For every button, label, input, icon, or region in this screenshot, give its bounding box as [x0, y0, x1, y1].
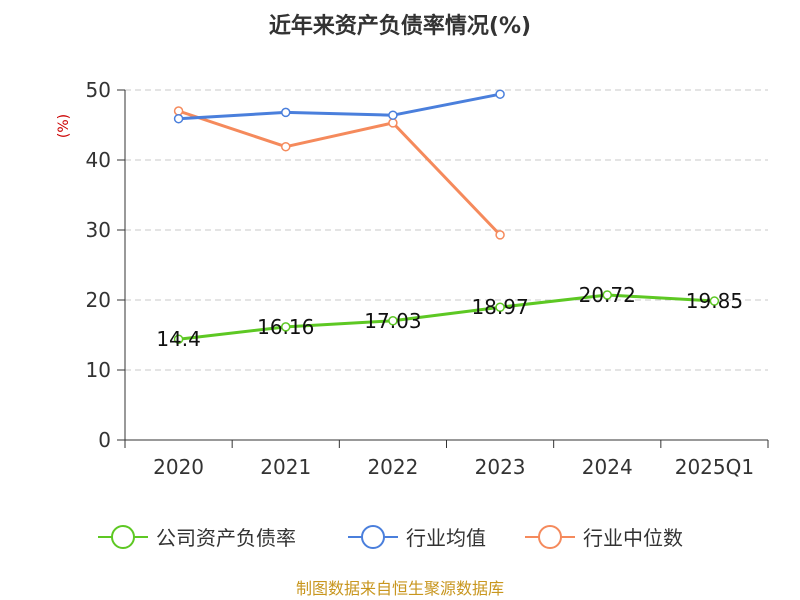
data-point [173, 106, 184, 116]
data-label: 16.16 [257, 315, 314, 339]
x-tick-label: 2020 [153, 455, 204, 479]
series-layer [173, 89, 720, 344]
data-point [281, 322, 291, 332]
legend-item-0[interactable]: 公司资产负债率 [98, 525, 296, 550]
data-point [602, 290, 612, 300]
y-axis-label: (%) [56, 114, 72, 138]
series-line-0 [178, 293, 715, 341]
axes [117, 89, 769, 448]
data-label: 17.03 [364, 309, 421, 333]
y-tick-labels: 0 10 20 30 40 50 [86, 78, 111, 452]
y-tick-label: 40 [86, 148, 111, 172]
legend-marker [361, 525, 385, 549]
data-point [388, 118, 398, 128]
source-note: 制图数据来自恒生聚源数据库 [296, 579, 504, 598]
y-tick-label: 20 [86, 288, 111, 312]
legend-label: 行业均值 [406, 526, 486, 550]
legend[interactable]: 公司资产负债率 行业均值 行业中位数 [98, 525, 683, 550]
y-tick-label: 50 [86, 78, 111, 102]
legend-item-1[interactable]: 行业均值 [348, 525, 486, 550]
chart-title: 近年来资产负债率情况(%) [269, 13, 531, 39]
data-label: 14.4 [156, 327, 201, 351]
data-point [388, 110, 398, 120]
data-point [388, 316, 398, 326]
data-point [281, 141, 291, 152]
x-tick-label: 2024 [582, 455, 633, 479]
data-point [173, 334, 184, 344]
data-label: 18.97 [471, 295, 528, 319]
y-tick-label: 30 [86, 218, 111, 242]
legend-item-2[interactable]: 行业中位数 [525, 525, 683, 550]
series-line-2 [178, 109, 502, 236]
data-point [495, 89, 505, 99]
gridlines [125, 89, 768, 371]
y-tick-label: 10 [86, 358, 111, 382]
data-point [709, 296, 720, 306]
data-label: 20.72 [579, 283, 636, 307]
series-line-1 [178, 92, 501, 121]
data-labels: 14.4 16.16 17.03 18.97 20.72 19.85 [156, 283, 743, 351]
x-tick-label: 2023 [475, 455, 526, 479]
x-tick-label: 2021 [260, 455, 311, 479]
x-tick-label: 2025Q1 [675, 455, 754, 479]
x-tick-label: 2022 [367, 455, 418, 479]
data-label: 19.85 [686, 289, 743, 313]
data-point [173, 113, 184, 124]
legend-marker [538, 525, 562, 549]
data-point [281, 107, 291, 118]
legend-marker [111, 525, 135, 549]
y-tick-label: 0 [98, 428, 111, 452]
data-point [495, 302, 505, 312]
legend-label: 公司资产负债率 [156, 526, 296, 550]
x-tick-labels: 2020 2021 2022 2023 2024 2025Q1 [153, 455, 754, 479]
legend-label: 行业中位数 [583, 526, 683, 550]
data-point [495, 230, 505, 240]
